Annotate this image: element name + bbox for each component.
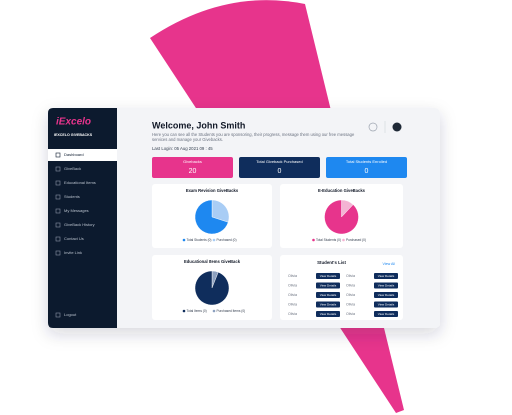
logout-icon xyxy=(55,312,61,318)
welcome-title: Welcome, John Smith xyxy=(152,120,245,130)
legend-label: Total Items (0) xyxy=(187,309,207,313)
menu-item[interactable]: My Messages xyxy=(64,208,89,213)
stat-label: Total Giveback Purchased xyxy=(256,159,302,164)
view-details-label[interactable]: View Details xyxy=(378,274,395,278)
view-details-label[interactable]: View Details xyxy=(320,283,337,287)
student-name: Olivia xyxy=(346,283,355,287)
view-details-label[interactable]: View Details xyxy=(378,312,395,316)
view-details-label[interactable]: View Details xyxy=(378,283,395,287)
view-details-button[interactable] xyxy=(374,273,398,279)
menu-item[interactable]: Contact Us xyxy=(64,236,84,241)
student-name: Olivia xyxy=(346,293,355,297)
stat-label: Givebacks xyxy=(183,159,202,164)
list-title: Student's List xyxy=(317,260,346,265)
legend-dot xyxy=(212,238,216,242)
student-name: Olivia xyxy=(346,312,355,316)
stat-label: Total Students Enrolled xyxy=(346,159,387,164)
student-name: Olivia xyxy=(288,293,297,297)
menu-icon xyxy=(55,194,61,200)
view-details-button[interactable] xyxy=(374,301,398,308)
active-item-bg xyxy=(48,149,117,161)
pie-slice xyxy=(194,199,229,235)
last-login: Last Login: 05 Aug 2021 09 : 45 xyxy=(152,146,213,151)
pie-title: Educational Items GiveBack xyxy=(184,259,241,264)
view-details-label[interactable]: View Details xyxy=(378,302,395,306)
menu-icon xyxy=(55,152,61,158)
view-details-button[interactable] xyxy=(316,282,340,289)
student-name: Olivia xyxy=(288,312,297,316)
menu-icon xyxy=(55,250,61,256)
stat-value: 0 xyxy=(278,168,282,175)
legend-label: Total Students (0) xyxy=(316,238,341,242)
card xyxy=(280,255,403,320)
logout[interactable]: Logout xyxy=(64,312,77,317)
menu-icon xyxy=(55,180,61,186)
menu-item[interactable]: Students xyxy=(64,194,80,199)
view-details-button[interactable] xyxy=(316,301,340,308)
legend-dot xyxy=(342,238,345,242)
stat-value: 0 xyxy=(365,168,369,175)
stat-card xyxy=(239,157,320,178)
view-details-label[interactable]: View Details xyxy=(320,274,337,278)
view-details-button[interactable] xyxy=(316,311,340,317)
menu-item[interactable]: GiveBack History xyxy=(64,222,95,227)
legend-dot xyxy=(212,309,216,313)
view-details-label[interactable]: View Details xyxy=(320,302,337,306)
view-details-button[interactable] xyxy=(316,292,340,298)
menu-icon xyxy=(55,236,61,242)
view-details-label[interactable]: View Details xyxy=(378,293,395,297)
student-name: Olivia xyxy=(288,274,297,278)
legend-label: Purchased (0) xyxy=(217,238,237,242)
pie-title: E-Education GiveBacks xyxy=(318,188,366,193)
menu-item[interactable]: Invite Link xyxy=(64,250,82,255)
sidebar xyxy=(48,108,117,328)
view-details-button[interactable] xyxy=(316,273,340,279)
pie-slice xyxy=(324,199,359,235)
menu-icon xyxy=(55,166,61,172)
menu-icon xyxy=(55,208,61,214)
legend-label: Purchased (0) xyxy=(346,238,366,242)
avatar[interactable] xyxy=(392,122,402,132)
view-details-label[interactable]: View Details xyxy=(320,312,337,316)
view-details-button[interactable] xyxy=(374,282,398,289)
view-details-label[interactable]: View Details xyxy=(320,293,337,297)
pie-title: Exam Revision GiveBacks xyxy=(186,188,239,193)
legend-dot xyxy=(182,238,186,242)
pie-slice xyxy=(211,199,230,223)
menu-item[interactable]: Educational Items xyxy=(64,180,96,185)
notification-icon[interactable] xyxy=(368,122,378,132)
legend-label: Purchased Items (0) xyxy=(217,309,246,313)
legend-dot xyxy=(182,309,186,313)
stat-card xyxy=(326,157,407,178)
menu-item[interactable]: GiveBack xyxy=(64,166,81,171)
view-details-button[interactable] xyxy=(374,311,398,317)
subtitle: Here you can see all the Students you ar… xyxy=(152,132,355,143)
menu-item[interactable]: Dashboard xyxy=(64,152,84,157)
stat-value: 20 xyxy=(189,168,197,175)
brand-name: IEXCELO GIVEBACKS xyxy=(54,133,93,137)
menu-icon xyxy=(55,222,61,228)
pie-slice xyxy=(194,270,230,306)
legend-dot xyxy=(312,238,315,242)
legend-label: Total Students (0) xyxy=(187,238,212,242)
student-name: Olivia xyxy=(346,302,355,306)
student-name: Olivia xyxy=(288,283,297,287)
view-all[interactable]: View All xyxy=(382,262,395,266)
student-name: Olivia xyxy=(288,302,297,306)
view-details-button[interactable] xyxy=(374,292,398,298)
logo: iExcelo xyxy=(56,117,91,128)
student-name: Olivia xyxy=(346,274,355,278)
stat-card xyxy=(152,157,233,178)
subtitle-box: Here you can see all the Students you ar… xyxy=(152,132,355,143)
